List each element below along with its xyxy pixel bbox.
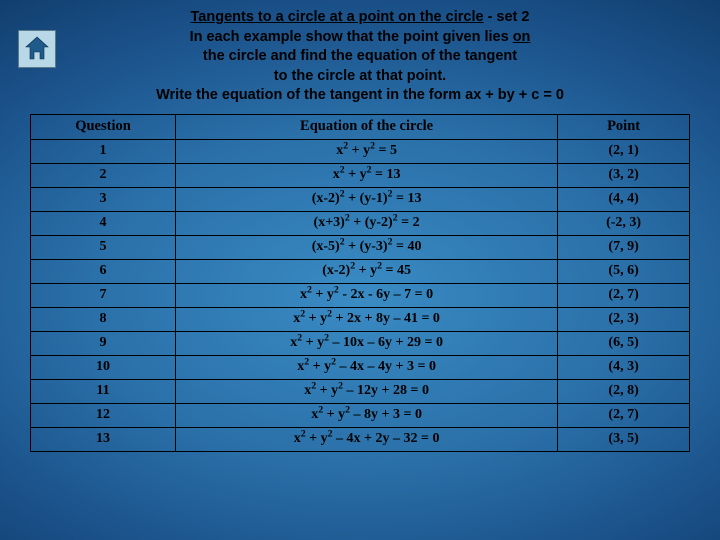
cell-question: 1 bbox=[31, 139, 176, 163]
col-point: Point bbox=[558, 114, 690, 139]
cell-question: 8 bbox=[31, 307, 176, 331]
cell-question: 3 bbox=[31, 187, 176, 211]
table-row: 12x2 + y2 – 8y + 3 = 0(2, 7) bbox=[31, 403, 690, 427]
home-button[interactable] bbox=[18, 30, 56, 68]
cell-question: 6 bbox=[31, 259, 176, 283]
header-block: Tangents to a circle at a point on the c… bbox=[0, 0, 720, 114]
table-row: 11x2 + y2 – 12y + 28 = 0(2, 8) bbox=[31, 379, 690, 403]
table-row: 10x2 + y2 – 4x – 4y + 3 = 0(4, 3) bbox=[31, 355, 690, 379]
cell-question: 11 bbox=[31, 379, 176, 403]
cell-point: (3, 2) bbox=[558, 163, 690, 187]
table-row: 3(x-2)2 + (y-1)2 = 13(4, 4) bbox=[31, 187, 690, 211]
cell-equation: (x+3)2 + (y-2)2 = 2 bbox=[175, 211, 557, 235]
table-row: 5(x-5)2 + (y-3)2 = 40(7, 9) bbox=[31, 235, 690, 259]
cell-equation: (x-2)2 + y2 = 45 bbox=[175, 259, 557, 283]
table-row: 1x2 + y2 = 5(2, 1) bbox=[31, 139, 690, 163]
cell-point: (2, 7) bbox=[558, 403, 690, 427]
cell-point: (3, 5) bbox=[558, 427, 690, 451]
header-line3: the circle and find the equation of the … bbox=[203, 48, 517, 64]
cell-point: (2, 1) bbox=[558, 139, 690, 163]
col-question: Question bbox=[31, 114, 176, 139]
cell-point: (-2, 3) bbox=[558, 211, 690, 235]
cell-equation: (x-5)2 + (y-3)2 = 40 bbox=[175, 235, 557, 259]
table-row: 8x2 + y2 + 2x + 8y – 41 = 0(2, 3) bbox=[31, 307, 690, 331]
header-line4: to the circle at that point. bbox=[274, 68, 446, 84]
cell-equation: x2 + y2 - 2x - 6y – 7 = 0 bbox=[175, 283, 557, 307]
table-row: 7x2 + y2 - 2x - 6y – 7 = 0(2, 7) bbox=[31, 283, 690, 307]
cell-equation: x2 + y2 – 10x – 6y + 29 = 0 bbox=[175, 331, 557, 355]
title-suffix: - set 2 bbox=[484, 9, 530, 25]
cell-equation: x2 + y2 = 5 bbox=[175, 139, 557, 163]
cell-point: (4, 3) bbox=[558, 355, 690, 379]
header-line2a: In each example show that the point give… bbox=[190, 29, 513, 45]
cell-point: (7, 9) bbox=[558, 235, 690, 259]
cell-question: 7 bbox=[31, 283, 176, 307]
questions-table: Question Equation of the circle Point 1x… bbox=[30, 114, 690, 452]
cell-equation: (x-2)2 + (y-1)2 = 13 bbox=[175, 187, 557, 211]
cell-question: 10 bbox=[31, 355, 176, 379]
cell-point: (6, 5) bbox=[558, 331, 690, 355]
title-underline: Tangents to a circle at a point on the c… bbox=[191, 9, 484, 25]
cell-equation: x2 + y2 – 4x + 2y – 32 = 0 bbox=[175, 427, 557, 451]
table-row: 4(x+3)2 + (y-2)2 = 2(-2, 3) bbox=[31, 211, 690, 235]
cell-equation: x2 + y2 + 2x + 8y – 41 = 0 bbox=[175, 307, 557, 331]
cell-question: 4 bbox=[31, 211, 176, 235]
cell-question: 12 bbox=[31, 403, 176, 427]
table-header-row: Question Equation of the circle Point bbox=[31, 114, 690, 139]
cell-point: (5, 6) bbox=[558, 259, 690, 283]
cell-equation: x2 + y2 – 12y + 28 = 0 bbox=[175, 379, 557, 403]
col-equation: Equation of the circle bbox=[175, 114, 557, 139]
cell-equation: x2 + y2 – 4x – 4y + 3 = 0 bbox=[175, 355, 557, 379]
cell-point: (2, 7) bbox=[558, 283, 690, 307]
table-row: 2x2 + y2 = 13(3, 2) bbox=[31, 163, 690, 187]
cell-question: 13 bbox=[31, 427, 176, 451]
cell-question: 5 bbox=[31, 235, 176, 259]
table-row: 13x2 + y2 – 4x + 2y – 32 = 0(3, 5) bbox=[31, 427, 690, 451]
cell-point: (2, 8) bbox=[558, 379, 690, 403]
cell-point: (2, 3) bbox=[558, 307, 690, 331]
table-row: 6(x-2)2 + y2 = 45(5, 6) bbox=[31, 259, 690, 283]
home-icon bbox=[23, 35, 51, 63]
header-line2b: on bbox=[513, 29, 531, 45]
cell-question: 9 bbox=[31, 331, 176, 355]
cell-point: (4, 4) bbox=[558, 187, 690, 211]
cell-question: 2 bbox=[31, 163, 176, 187]
table-row: 9x2 + y2 – 10x – 6y + 29 = 0(6, 5) bbox=[31, 331, 690, 355]
table-body: 1x2 + y2 = 5(2, 1)2x2 + y2 = 13(3, 2)3(x… bbox=[31, 139, 690, 451]
header-line5: Write the equation of the tangent in the… bbox=[156, 87, 564, 103]
cell-equation: x2 + y2 = 13 bbox=[175, 163, 557, 187]
cell-equation: x2 + y2 – 8y + 3 = 0 bbox=[175, 403, 557, 427]
